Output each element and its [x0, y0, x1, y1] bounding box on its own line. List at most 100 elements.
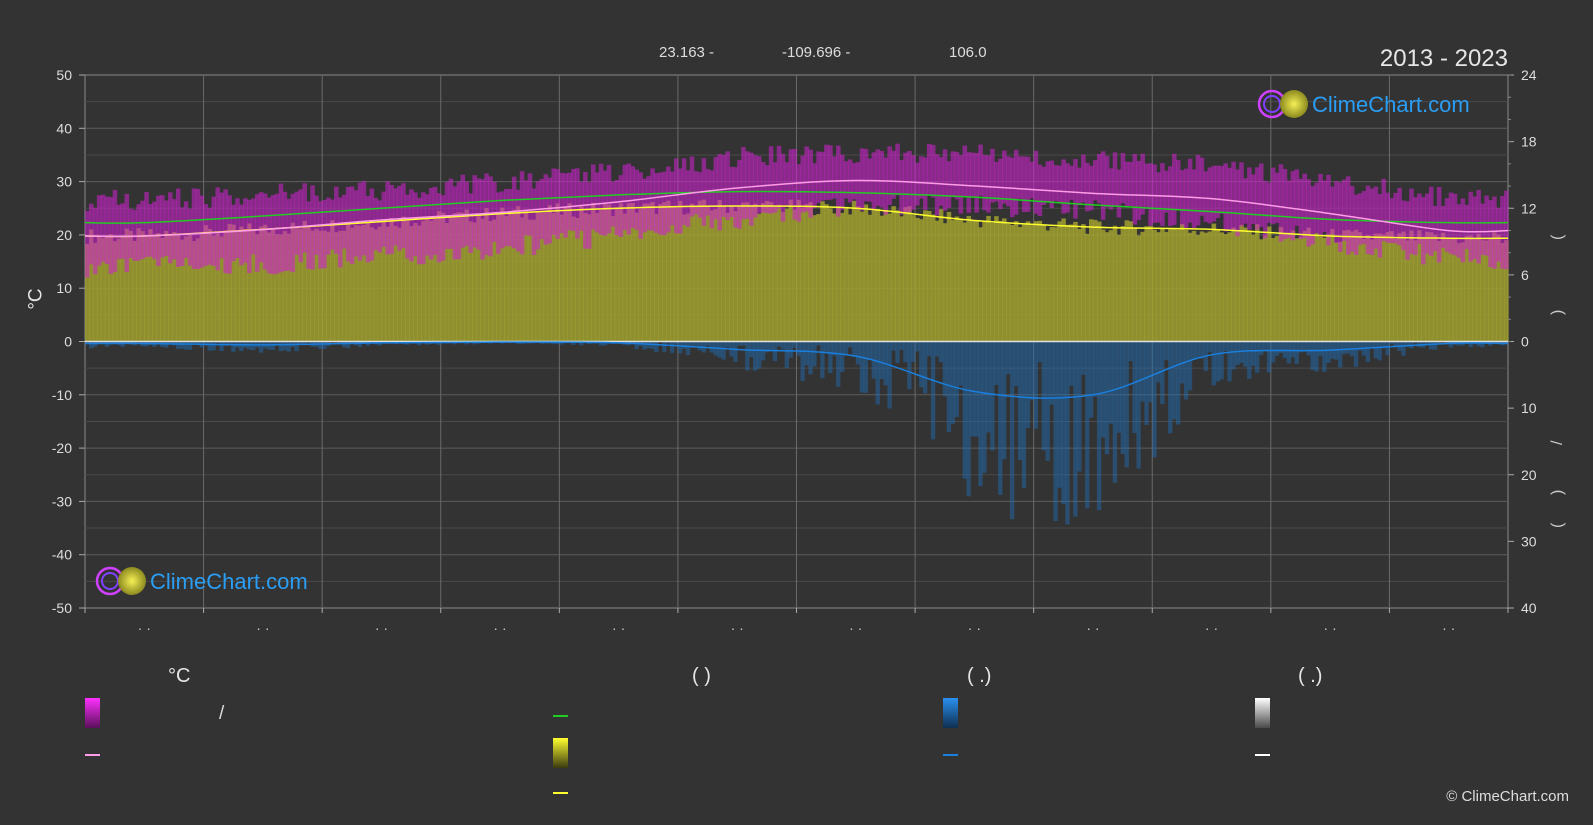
temperature-bar [1480, 203, 1485, 255]
sunshine-bar [1274, 235, 1280, 342]
logo-text: ClimeChart.com [150, 569, 308, 594]
sunshine-bar [646, 203, 651, 342]
sunshine-bar [677, 200, 683, 342]
temperature-bar [1045, 161, 1051, 203]
sunshine-bar [231, 224, 236, 342]
precipitation-bar [792, 341, 797, 348]
precipitation-bar [1480, 341, 1485, 348]
temperature-bar [468, 193, 473, 253]
temperature-bar [871, 152, 877, 211]
sunshine-bar [891, 206, 896, 342]
precipitation-bar [1199, 341, 1205, 359]
sunshine-bar [318, 230, 323, 342]
precipitation-bar [1172, 341, 1177, 420]
sunshine-bar [1175, 229, 1181, 342]
precipitation-bar [1195, 341, 1201, 358]
sunshine-bar [1278, 227, 1284, 342]
logo-ring-inner-icon [1263, 95, 1281, 113]
sunshine-bar [393, 225, 398, 342]
precipitation-bar [318, 341, 323, 350]
temperature-bar [1152, 164, 1157, 223]
sunshine-bar [796, 199, 802, 342]
temperature-bar [915, 162, 920, 206]
right-tick-label: 6 [1521, 267, 1529, 283]
precipitation-bar [1476, 341, 1481, 347]
left-tick-label: 30 [56, 174, 72, 190]
sunshine-bar [92, 242, 98, 342]
sunshine-bar [523, 210, 529, 342]
sunshine-bar [108, 234, 114, 342]
sunshine-bar [681, 214, 687, 342]
temperature-bar [812, 163, 817, 209]
temperature-bar [756, 156, 762, 214]
temperature-bar [721, 154, 726, 217]
temperature-bar [1108, 168, 1114, 210]
temperature-bar [211, 196, 217, 266]
sunshine-bar [223, 230, 228, 342]
temperature-bar [1381, 178, 1387, 241]
sunshine-bar [911, 215, 916, 342]
sunshine-bar [128, 231, 134, 342]
sunshine-bar [239, 226, 244, 342]
sunshine-bar [1207, 231, 1213, 342]
temperature-bar [274, 193, 280, 274]
sunshine-bar [978, 227, 983, 342]
temperature-bar [231, 204, 236, 262]
precipitation-bar [907, 341, 912, 390]
temperature-bar [393, 188, 398, 246]
month-label: · · [849, 620, 862, 636]
temperature-bar [1164, 170, 1169, 213]
sunshine-bar [871, 210, 877, 342]
sunshine-bar [507, 212, 513, 342]
temperature-bar [1310, 186, 1315, 245]
precipitation-bar [1081, 341, 1086, 375]
sunshine-bar [1314, 233, 1319, 342]
sunshine-bar [1053, 227, 1058, 342]
month-label: · · [968, 620, 981, 636]
temperature-bar [1148, 163, 1153, 226]
sunshine-bar [737, 206, 742, 342]
precipitation-bar [1175, 341, 1181, 425]
precipitation-bar [1112, 341, 1118, 483]
temperature-bar [1211, 165, 1217, 222]
precipitation-bar [911, 341, 916, 362]
temperature-bar [891, 150, 896, 199]
precipitation-bar [681, 341, 687, 349]
precipitation-bar [1168, 341, 1173, 434]
legend-sunshine-heading: ( ) [692, 665, 711, 687]
temperature-bar [749, 152, 754, 226]
precipitation-bar [1235, 341, 1240, 365]
sunshine-bar [934, 220, 940, 342]
temperature-bar [1274, 172, 1280, 223]
sunshine-bar [251, 230, 256, 342]
sunshine-bar [733, 211, 738, 342]
sunshine-bar [85, 243, 90, 342]
temperature-bar [116, 204, 122, 260]
sunshine-bar [468, 221, 473, 342]
precipitation-bar [203, 341, 208, 346]
sunshine-bar [994, 216, 999, 342]
precipitation-bar [1148, 341, 1153, 403]
sunshine-bar [266, 232, 272, 342]
precipitation-bar [634, 341, 639, 350]
precipitation-bar [164, 341, 169, 348]
temperature-bar [563, 173, 568, 238]
sunshine-bar [424, 218, 430, 342]
sunshine-bar [816, 214, 821, 342]
precipitation-bar [1389, 341, 1394, 344]
sunshine-bar [630, 202, 636, 342]
sunshine-bar [954, 216, 960, 342]
temperature-bar [247, 199, 252, 274]
temperature-bar [1013, 149, 1019, 215]
precipitation-bar [1049, 341, 1054, 405]
precipitation-bar [753, 341, 758, 371]
temperature-bar [448, 178, 454, 249]
sunshine-bar [515, 206, 521, 342]
precipitation-bar [345, 341, 351, 349]
temperature-bar [1318, 173, 1323, 236]
left-tick-label: 10 [56, 280, 72, 296]
precipitation-bar [705, 341, 710, 346]
temperature-bar [373, 197, 379, 251]
right-tick-label: 0 [1521, 334, 1529, 350]
temperature-bar [1243, 178, 1248, 224]
